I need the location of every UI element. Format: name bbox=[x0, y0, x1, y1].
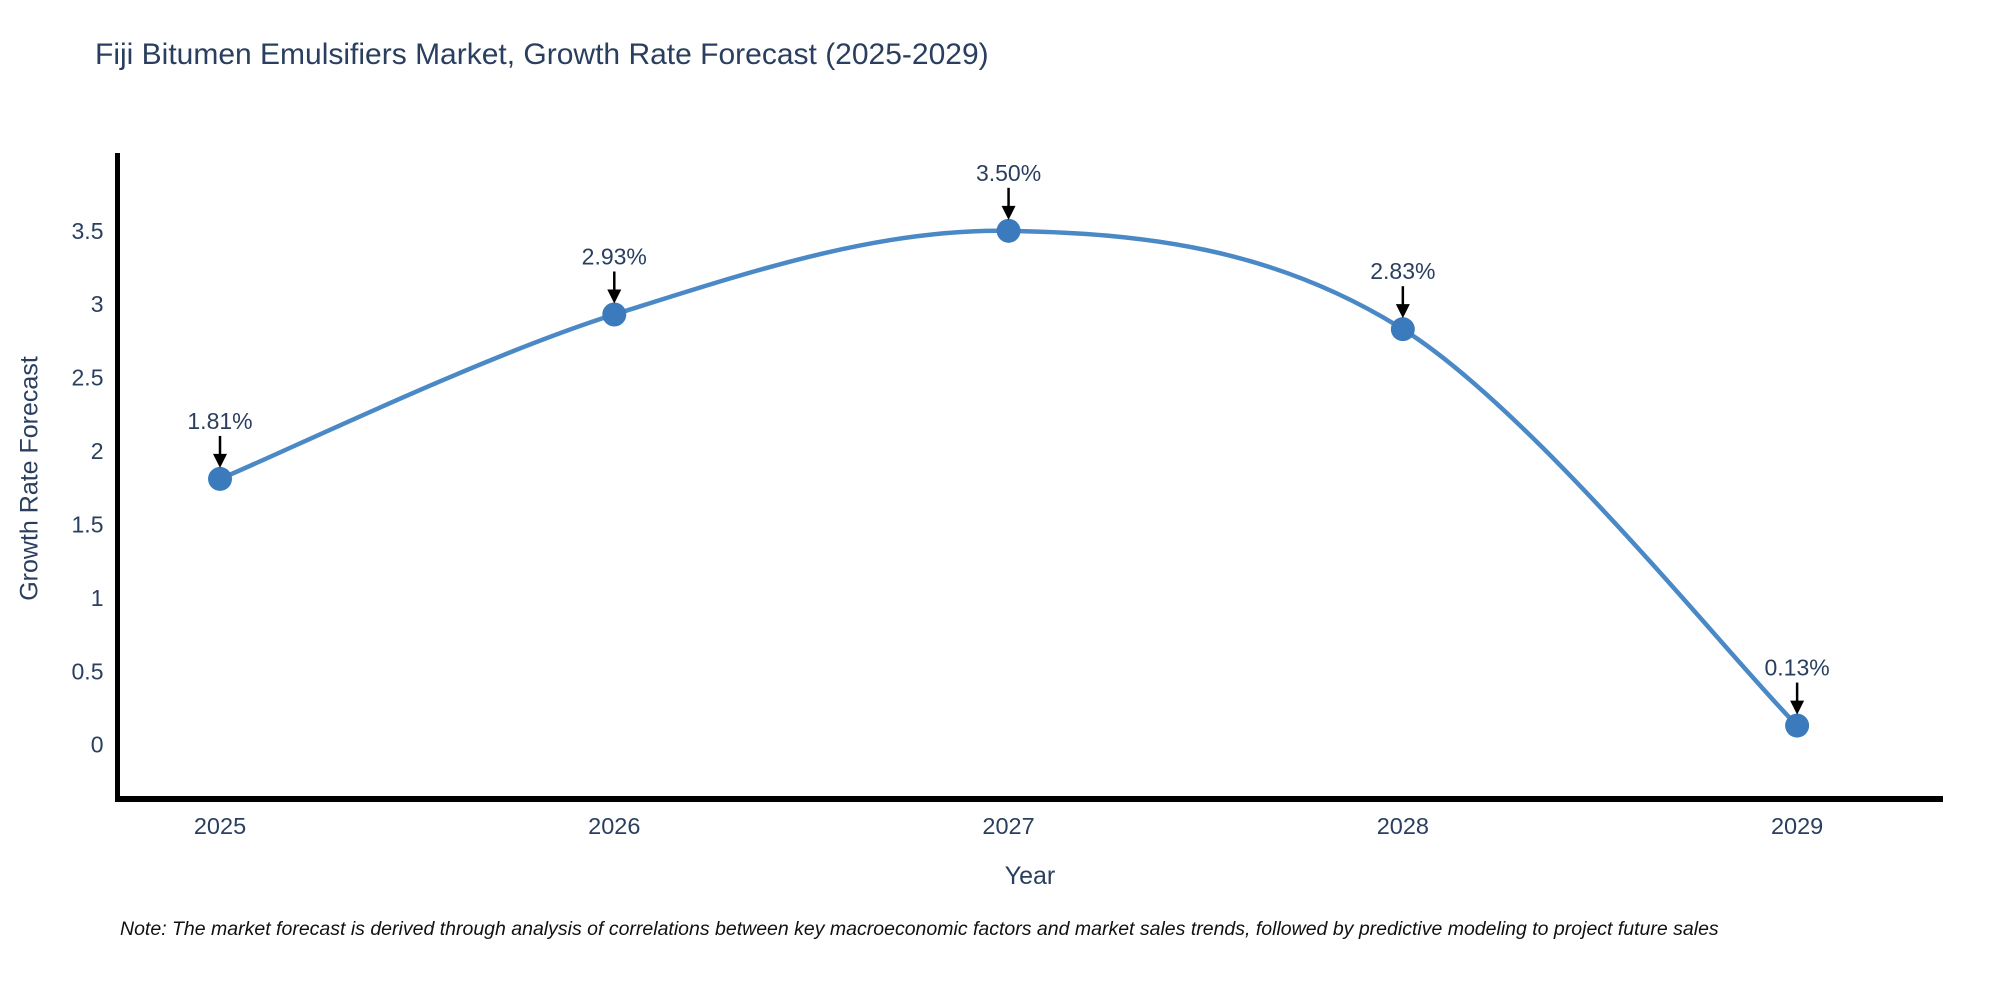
y-tick-label: 2 bbox=[91, 438, 104, 464]
data-point-marker bbox=[208, 466, 233, 491]
annotation: 2.93% bbox=[582, 244, 647, 304]
annotation-label: 2.93% bbox=[582, 244, 647, 270]
y-tick-label: 3 bbox=[91, 291, 104, 317]
annotation-arrowhead-icon bbox=[1395, 304, 1410, 319]
chart-footnote: Note: The market forecast is derived thr… bbox=[120, 918, 1719, 940]
data-points bbox=[208, 218, 1810, 738]
annotation-arrowhead-icon bbox=[1001, 205, 1016, 220]
data-point-marker bbox=[1390, 317, 1415, 342]
x-tick-label: 2028 bbox=[1377, 813, 1429, 839]
axes bbox=[115, 153, 1943, 802]
annotation-label: 2.83% bbox=[1370, 258, 1435, 284]
annotation: 3.50% bbox=[976, 160, 1041, 220]
y-tick-label: 3.5 bbox=[72, 218, 104, 244]
annotation-arrowhead-icon bbox=[213, 453, 228, 468]
point-annotations: 1.81% 2.93% 3.50% 2.83% 0.13% bbox=[187, 160, 1830, 715]
x-tick-label: 2029 bbox=[1771, 813, 1823, 839]
y-tick-label: 0 bbox=[91, 732, 104, 758]
annotation: 0.13% bbox=[1765, 655, 1830, 715]
y-tick-label: 2.5 bbox=[72, 365, 104, 391]
chart-title: Fiji Bitumen Emulsifiers Market, Growth … bbox=[95, 38, 989, 71]
annotation-arrowhead-icon bbox=[607, 289, 622, 304]
annotation-label: 3.50% bbox=[976, 160, 1041, 186]
x-tick-label: 2025 bbox=[194, 813, 246, 839]
y-tick-label: 1.5 bbox=[72, 511, 104, 537]
annotation: 2.83% bbox=[1370, 258, 1435, 319]
data-point-marker bbox=[602, 302, 627, 327]
y-tick-label: 0.5 bbox=[72, 658, 104, 684]
data-point-marker bbox=[1785, 713, 1810, 738]
x-tick-labels: 2025 2026 2027 2028 2029 bbox=[194, 813, 1823, 839]
annotation-arrowhead-icon bbox=[1790, 700, 1805, 715]
x-axis-title: Year bbox=[1004, 862, 1056, 890]
annotation-label: 1.81% bbox=[187, 408, 252, 434]
annotation: 1.81% bbox=[187, 408, 253, 468]
x-tick-label: 2026 bbox=[588, 813, 640, 839]
y-tick-labels: 0 0.5 1 1.5 2 2.5 3 3.5 bbox=[72, 218, 104, 758]
x-tick-label: 2027 bbox=[982, 813, 1034, 839]
data-point-marker bbox=[996, 218, 1021, 243]
y-tick-label: 1 bbox=[91, 585, 104, 611]
annotation-label: 0.13% bbox=[1765, 655, 1830, 681]
line-series bbox=[217, 228, 1800, 728]
